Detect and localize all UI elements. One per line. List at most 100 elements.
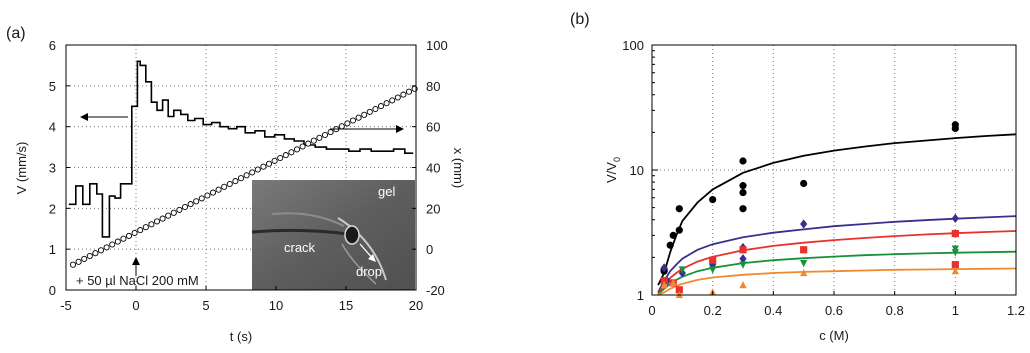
panel-a-xlabel: t (s) xyxy=(230,329,252,344)
panel-b-points xyxy=(660,121,959,299)
velocity-step-line xyxy=(68,60,414,238)
fit-curve-diamond xyxy=(657,215,1017,293)
panel-b-xtick-label: 0 xyxy=(648,303,655,318)
position-point xyxy=(209,189,217,196)
position-point xyxy=(109,241,116,248)
data-point-square xyxy=(709,256,717,264)
position-point xyxy=(193,198,200,205)
data-point-square xyxy=(660,277,668,285)
data-point-circle xyxy=(739,182,747,190)
data-point-square xyxy=(739,246,747,254)
position-point xyxy=(310,137,317,144)
panel-a-y2tick-label: -20 xyxy=(426,283,445,298)
inset-gel-edge xyxy=(271,212,345,227)
panel-a-xtick-label: 20 xyxy=(409,298,423,313)
panel-b-ytick-label: 10 xyxy=(630,163,644,178)
panel-a-y2tick-label: 0 xyxy=(426,242,433,257)
position-point xyxy=(170,209,177,216)
data-point-triangle-down xyxy=(678,266,686,274)
panel-a-series xyxy=(68,60,418,268)
position-point xyxy=(394,94,401,101)
position-point xyxy=(305,140,312,147)
panel-a-xtick-label: -5 xyxy=(60,298,72,313)
data-point-triangle-up xyxy=(739,281,747,289)
position-point xyxy=(249,169,256,176)
position-point xyxy=(226,180,233,188)
data-point-circle xyxy=(739,188,747,197)
data-point-square xyxy=(800,246,808,254)
panel-a-xtick-label: 15 xyxy=(339,298,353,313)
data-point-triangle-down xyxy=(739,261,747,269)
position-point xyxy=(114,238,121,245)
position-point xyxy=(366,108,373,115)
panel-b-xtick-label: 0.8 xyxy=(886,303,904,318)
position-point xyxy=(142,224,149,231)
position-point xyxy=(288,149,295,156)
position-point xyxy=(316,134,323,141)
position-point xyxy=(293,146,301,153)
position-point xyxy=(277,154,284,162)
panel-a-y2tick-label: 20 xyxy=(426,201,440,216)
data-point-triangle-up xyxy=(660,281,668,289)
position-point xyxy=(198,195,205,202)
panel-a-ytick-label: 5 xyxy=(49,79,56,94)
position-point xyxy=(165,212,172,219)
position-point xyxy=(204,192,211,199)
position-point xyxy=(383,100,390,107)
data-point-circle xyxy=(739,157,747,165)
data-point-triangle-up xyxy=(669,278,677,286)
data-point-circle xyxy=(669,231,677,239)
inset-image: gel crack drop xyxy=(251,180,415,290)
position-point xyxy=(361,111,368,118)
position-point xyxy=(86,252,93,260)
data-point-circle xyxy=(666,241,674,249)
inset-drop xyxy=(344,225,360,245)
injection-annotation: + 50 µl NaCl 200 mM xyxy=(76,273,199,288)
panel-a-y2label: x (mm) xyxy=(451,148,466,188)
position-point xyxy=(282,152,289,159)
panel-a-ytick-label: 6 xyxy=(49,38,56,53)
position-point xyxy=(97,247,105,254)
panel-b-ylabel-group: V/V0 xyxy=(604,157,622,183)
position-point xyxy=(75,258,82,265)
data-point-circle xyxy=(709,195,717,204)
data-point-triangle-up xyxy=(951,267,959,275)
position-point xyxy=(389,97,396,104)
position-point xyxy=(338,123,345,130)
position-point xyxy=(187,201,194,208)
fit-curve-square xyxy=(657,230,1017,295)
data-point-diamond xyxy=(951,213,959,224)
data-point-diamond xyxy=(660,263,668,273)
data-point-circle xyxy=(739,205,747,213)
panel-a-label: (a) xyxy=(6,25,26,42)
data-point-circle xyxy=(951,124,959,133)
position-point xyxy=(377,103,385,110)
panel-a-y2tick-label: 60 xyxy=(426,120,440,135)
data-point-triangle-up xyxy=(800,268,808,277)
position-point xyxy=(131,229,138,237)
position-point xyxy=(221,183,228,190)
data-point-diamond xyxy=(800,219,808,229)
panel-b-ytick-label: 1 xyxy=(637,288,644,303)
data-point-triangle-down xyxy=(709,266,717,274)
inset-label-crack: crack xyxy=(284,240,316,255)
data-point-triangle-down xyxy=(951,249,959,257)
panel-b-ylabel-subscript: 0 xyxy=(612,157,622,162)
position-point xyxy=(271,157,278,164)
panel-a-xtick-label: 10 xyxy=(269,298,283,313)
panel-a-ytick-label: 4 xyxy=(49,120,56,135)
data-point-square xyxy=(675,286,683,294)
data-point-circle xyxy=(800,179,808,188)
position-point xyxy=(125,232,133,239)
panel-a-ticks: -5 0 5 10 15 20 0 1 2 3 4 5 6 -20 0 20 40 60 80 100 xyxy=(49,38,448,313)
panel-b-xtick-label: 0.6 xyxy=(825,303,843,318)
position-point xyxy=(372,105,379,113)
panel-b-ylabel: V/V0 xyxy=(604,157,622,183)
panel-a-xtick-label: 5 xyxy=(202,298,209,313)
position-point xyxy=(400,91,407,98)
panel-a-y2tick-label: 100 xyxy=(426,38,448,53)
panel-b-xtick-label: 1.2 xyxy=(1007,303,1025,318)
left-axis-arrow xyxy=(80,113,128,121)
inset-drop-arrow-head xyxy=(368,254,376,262)
